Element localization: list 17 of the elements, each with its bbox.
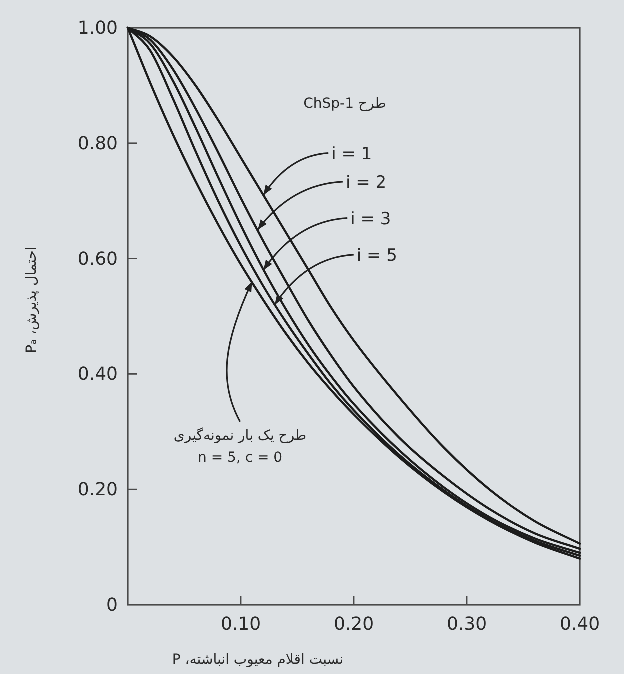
annotation: طرح ChSp-1	[304, 96, 386, 112]
y-tick-label: 0.80	[78, 133, 118, 154]
x-axis-title: نسبت اقلام معیوب انباشته، P	[172, 652, 344, 668]
y-tick-label: 1.00	[78, 18, 118, 39]
annotation: i = 5	[356, 246, 398, 266]
y-tick-label: 0.20	[78, 480, 118, 501]
x-tick-label: 0.10	[220, 614, 262, 635]
annotation: i = 1	[332, 144, 372, 164]
y-axis-title: احتمال پذیرش، Pₐ	[24, 246, 40, 354]
annotation: i = 2	[346, 172, 387, 193]
x-tick-label: 0.40	[560, 614, 600, 635]
x-tick-label: 0.20	[334, 614, 374, 635]
y-tick-label: 0.60	[78, 248, 118, 270]
y-tick-label: 0.40	[78, 364, 118, 386]
annotation: i = 3	[350, 209, 392, 230]
x-tick-label: 0.30	[446, 614, 488, 635]
y-tick-label: 0	[106, 595, 118, 616]
